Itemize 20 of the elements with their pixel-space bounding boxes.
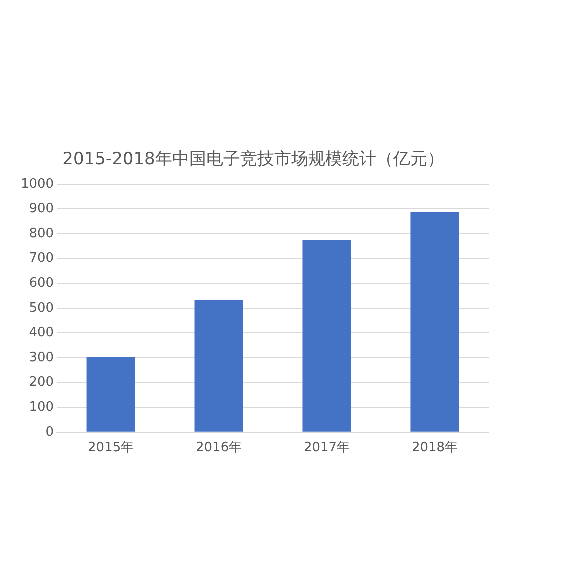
y-tick-label: 100 [29,400,54,415]
chart-title: 2015-2018年中国电子竞技市场规模统计（亿元） [62,150,444,170]
y-tick-label: 700 [29,251,54,266]
x-tick-label: 2018年 [412,440,458,456]
y-tick-label: 300 [29,350,54,366]
y-tick-label: 600 [29,276,54,291]
x-tick-label: 2017年 [304,440,350,456]
bar [194,300,244,432]
x-tick-label: 2015年 [88,440,134,456]
x-tick-label: 2016年 [196,440,242,456]
y-tick-label: 500 [29,300,54,316]
y-tick-label: 200 [29,375,54,390]
bar [410,212,460,432]
bar [302,240,352,432]
y-tick-label: 0 [46,424,54,440]
y-tick-label: 800 [29,226,54,242]
bar [86,357,136,432]
y-tick-label: 900 [29,202,54,217]
y-tick-label: 400 [29,326,54,341]
y-tick-label: 1000 [20,176,54,192]
